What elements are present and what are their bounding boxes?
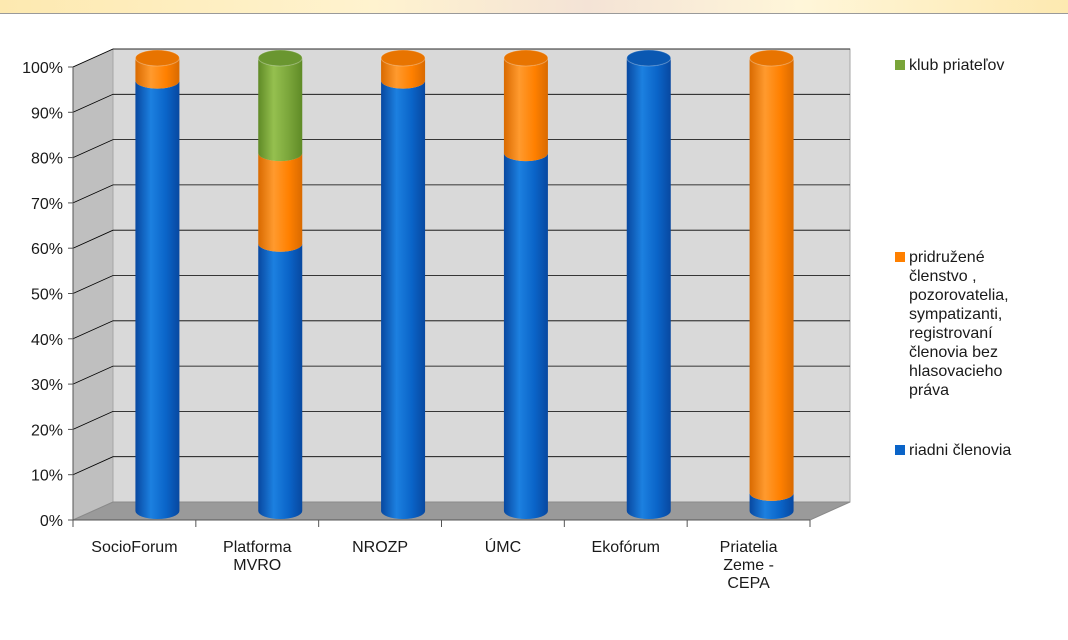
y-tick-label: 0% [40,513,63,530]
bar-klub-priateľov-1 [258,58,303,162]
bar-top-cap [380,49,426,67]
bar-pridružené-3 [503,58,548,162]
y-tick-label: 40% [31,332,63,349]
y-tick-label: 10% [31,468,63,485]
legend-label: pozorovatelia, [909,287,1009,304]
bar-pridružené-5 [749,58,794,501]
y-tick-label: 100% [22,60,63,77]
gridline [72,365,850,385]
bar-riadni-členovia-3 [503,153,548,519]
gridline [72,456,850,476]
bar-top-cap [626,49,672,67]
floor [72,501,851,521]
gridline [72,139,850,158]
x-category-label: Platforma [223,539,292,556]
legend-label: pridružené [909,249,985,266]
legend-swatch [895,252,905,262]
y-tick-label: 70% [31,196,63,213]
bar-pridružené-2 [381,58,426,89]
legend-swatch [895,60,905,70]
slide-top-rule [0,13,1068,14]
bar-pridružené-1 [258,153,303,252]
legend-label: hlasovacieho [909,363,1003,380]
gridline [72,275,850,294]
gridline [72,93,850,113]
gridline [72,184,850,204]
gridline [72,48,850,68]
x-category-label: Priatelia [720,539,778,556]
x-category-label: CEPA [727,575,770,592]
y-tick-label: 80% [31,151,63,168]
bar-riadni-členovia-1 [258,243,303,520]
y-tick-label: 50% [31,287,63,304]
gridline [72,410,850,430]
x-category-label: Zeme - [723,557,774,574]
x-category-label: ÚMC [485,537,521,556]
bar-top-cap [134,49,180,67]
legend-label: sympatizanti, [909,306,1002,323]
bar-riadni-členovia-0 [135,80,180,520]
legend-label: riadni členovia [909,442,1011,459]
bar-pridružené-0 [135,58,180,89]
bar-riadni-členovia-5 [749,492,794,519]
y-tick-label: 30% [31,377,63,394]
legend-label: práva [909,382,949,399]
x-category-label: Ekofórum [592,539,660,556]
x-category-label: SocioForum [91,539,177,556]
bar-riadni-členovia-2 [381,80,426,520]
legend-label: členovia bez [909,344,998,361]
y-tick-label: 20% [31,422,63,439]
legend-swatch [895,445,905,455]
legend-label: členstvo , [909,268,977,285]
y-tick-label: 90% [31,105,63,122]
bar-top-cap [257,49,303,67]
bar-riadni-členovia-4 [626,58,671,519]
legend-label: registrovaní [909,325,993,342]
y-tick-label: 60% [31,241,63,258]
gridline [72,229,850,249]
slide-top-band [0,0,1068,13]
bar-top-cap [503,49,549,67]
x-category-label: MVRO [233,557,281,574]
x-category-label: NROZP [352,539,408,556]
bar-top-cap [749,49,795,67]
legend-label: klub priateľov [909,57,1004,74]
gridline [72,320,850,340]
